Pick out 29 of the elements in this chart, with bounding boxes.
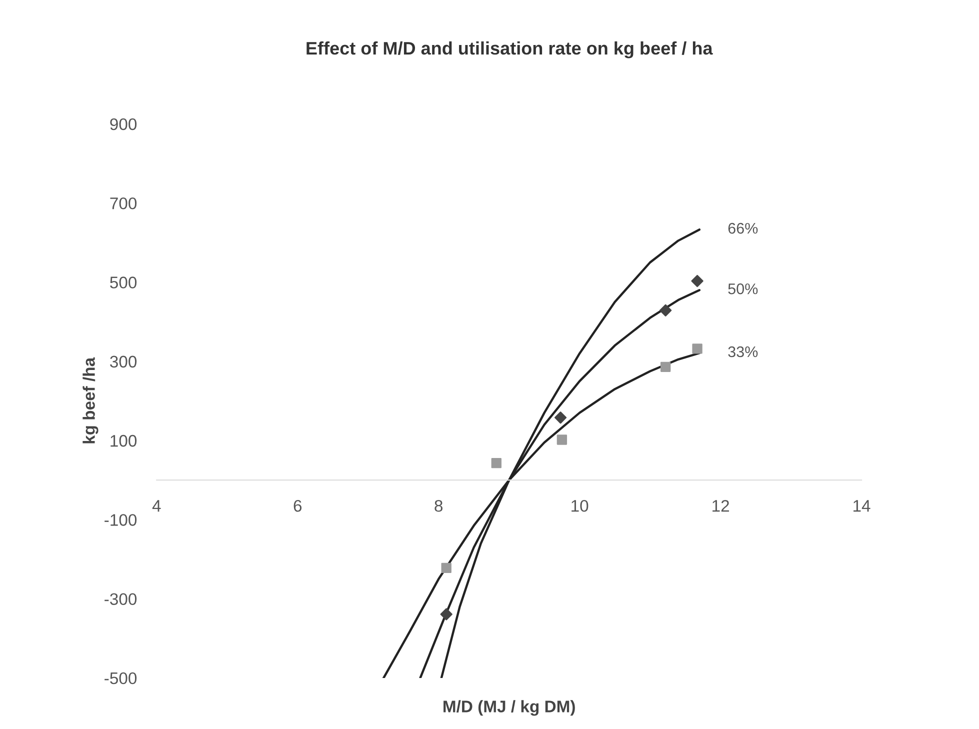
y-axis-title: kg beef /ha [82,357,98,444]
x-tick-label: 10 [572,500,588,512]
y-tick-label: 700 [110,197,137,210]
x-tick-label: 8 [434,500,442,512]
x-tick-label: 14 [854,500,870,512]
point [554,411,567,424]
point [556,434,568,445]
y-tick-label: -100 [104,514,137,526]
x-tick-label: 12 [712,500,729,512]
y-tick-label: 100 [110,434,137,447]
point [440,608,452,620]
y-tick-label: 500 [110,276,137,288]
chart-title: Effect of M/D and utilisation rate on kg beef / ha [306,41,713,58]
series-label: 33% [728,346,758,358]
y-tick-label: 300 [110,356,137,368]
y-tick-label: -300 [104,593,137,606]
point [441,562,452,574]
series-label: 50% [728,283,758,294]
point [660,362,671,372]
point [659,304,672,316]
y-tick-label: -500 [104,672,137,684]
point [692,344,702,354]
series-label: 66% [728,222,758,234]
point [691,274,704,288]
x-tick-label: 6 [294,500,302,512]
y-tick-label: 900 [110,118,137,130]
x-axis-title: M/D (MJ / kg DM) [444,700,575,716]
x-tick-label: 4 [152,500,161,512]
point [491,458,502,468]
